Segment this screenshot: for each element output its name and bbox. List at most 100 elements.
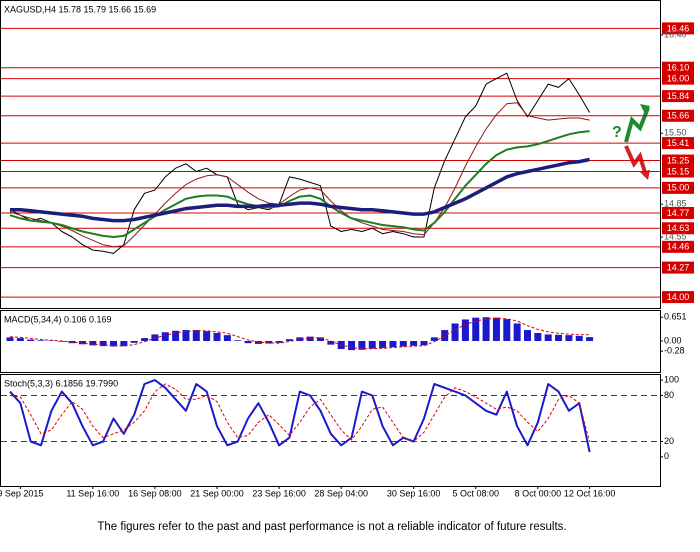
macd-bar: [327, 341, 335, 345]
macd-bar: [265, 341, 273, 344]
level-label-bg: [662, 181, 694, 194]
macd-bar: [89, 341, 97, 346]
level-label: 16.00: [667, 74, 690, 84]
down-arrow-head: [640, 170, 650, 180]
y-tick-label: 16.40: [664, 29, 687, 39]
macd-bar: [317, 337, 324, 341]
macd-bar: [389, 341, 397, 348]
series-line: [9, 383, 591, 442]
series-line: [9, 102, 590, 248]
x-tick-label: 16 Sep 08:00: [128, 488, 182, 498]
y-tick-label: 100: [664, 375, 679, 385]
level-label-bg: [662, 61, 694, 74]
y-tick-label: 15.50: [664, 128, 687, 138]
macd-bar: [586, 337, 594, 341]
x-tick-label: 12 Oct 16:00: [564, 488, 616, 498]
macd-bar: [544, 334, 552, 341]
panel-title: MACD(5,34,4) 0.106 0.169: [4, 314, 112, 324]
x-tick-label: 23 Sep 16:00: [252, 488, 306, 498]
macd-bar: [244, 341, 252, 344]
macd-bar: [513, 323, 521, 341]
macd-bar: [120, 341, 128, 347]
macd-bar: [296, 337, 304, 341]
macd-bar: [482, 317, 490, 341]
macd-bar: [37, 340, 45, 341]
y-tick-label: -0.28: [664, 346, 685, 356]
level-label: 16.46: [667, 23, 690, 33]
level-label: 15.15: [667, 166, 690, 176]
macd-bar: [182, 330, 190, 341]
y-tick-label: 14.85: [664, 199, 687, 209]
macd-bar: [348, 341, 356, 351]
series-line: [9, 72, 591, 254]
x-tick-label: 21 Sep 00:00: [190, 488, 244, 498]
level-label: 14.00: [667, 292, 690, 302]
level-label-bg: [662, 22, 694, 35]
level-label-bg: [662, 165, 694, 178]
panel-title: XAGUSD,H4 15.78 15.79 15.66 15.69: [4, 4, 156, 14]
macd-bar: [451, 323, 459, 341]
up-arrow: [624, 107, 650, 143]
level-label: 15.41: [667, 138, 690, 148]
series-line: [9, 130, 590, 238]
annotation: ?: [612, 124, 622, 141]
macd-bar: [285, 339, 293, 341]
down-arrow: [624, 145, 648, 177]
panel-frame: [0, 0, 661, 309]
macd-bar: [441, 330, 449, 341]
level-label-bg: [662, 291, 694, 304]
macd-bar: [130, 341, 138, 343]
macd-bar: [534, 332, 542, 341]
disclaimer: The figures refer to the past and past p…: [97, 521, 566, 533]
macd-bar: [78, 341, 86, 345]
series-line: [9, 379, 591, 453]
macd-bar: [410, 341, 418, 346]
macd-bar: [213, 332, 221, 341]
level-label: 15.25: [667, 155, 690, 165]
macd-bar: [110, 341, 117, 347]
macd-bar: [358, 341, 366, 350]
forecast-arrows: [624, 104, 650, 180]
y-tick-label: 20: [664, 436, 674, 446]
macd-bar: [399, 341, 407, 347]
macd-bar: [430, 337, 438, 341]
x-tick-label: 5 Oct 08:00: [452, 488, 499, 498]
macd-bar: [472, 317, 480, 341]
macd-bar: [6, 337, 14, 341]
level-label: 14.46: [667, 242, 690, 252]
macd-bar: [275, 341, 283, 343]
y-tick-label: 80: [664, 390, 674, 400]
macd-bar: [420, 341, 428, 346]
macd-bar: [203, 331, 211, 341]
level-label-bg: [662, 261, 694, 274]
y-tick-label: 0.651: [664, 312, 687, 322]
macd-bar: [223, 335, 231, 341]
level-label: 15.00: [667, 183, 690, 193]
macd-bar: [524, 330, 531, 341]
series-line: [9, 317, 590, 350]
macd-bar: [461, 319, 469, 341]
series-line: [10, 157, 590, 223]
level-label-bg: [662, 222, 694, 235]
level-label-bg: [662, 90, 694, 103]
macd-bar: [172, 330, 180, 341]
level-label-bg: [662, 154, 694, 167]
macd-bar: [27, 339, 35, 341]
level-label-bg: [662, 109, 694, 122]
macd-bar: [379, 341, 387, 348]
level-label: 16.10: [667, 63, 690, 73]
level-label: 14.77: [667, 208, 690, 218]
macd-bar: [575, 335, 583, 341]
macd-bar: [234, 340, 242, 341]
macd-bar: [16, 338, 24, 341]
y-tick-label: 0: [664, 451, 669, 461]
level-label: 14.63: [667, 223, 690, 233]
panel-title: Stoch(5,3,3) 6.1856 19.7990: [4, 378, 118, 388]
macd-bar: [141, 338, 149, 341]
macd-bar: [503, 319, 511, 341]
x-tick-label: 9 Sep 2015: [0, 488, 43, 498]
x-tick-label: 11 Sep 16:00: [66, 488, 119, 498]
level-label: 14.27: [667, 262, 690, 272]
level-label-bg: [662, 240, 694, 253]
